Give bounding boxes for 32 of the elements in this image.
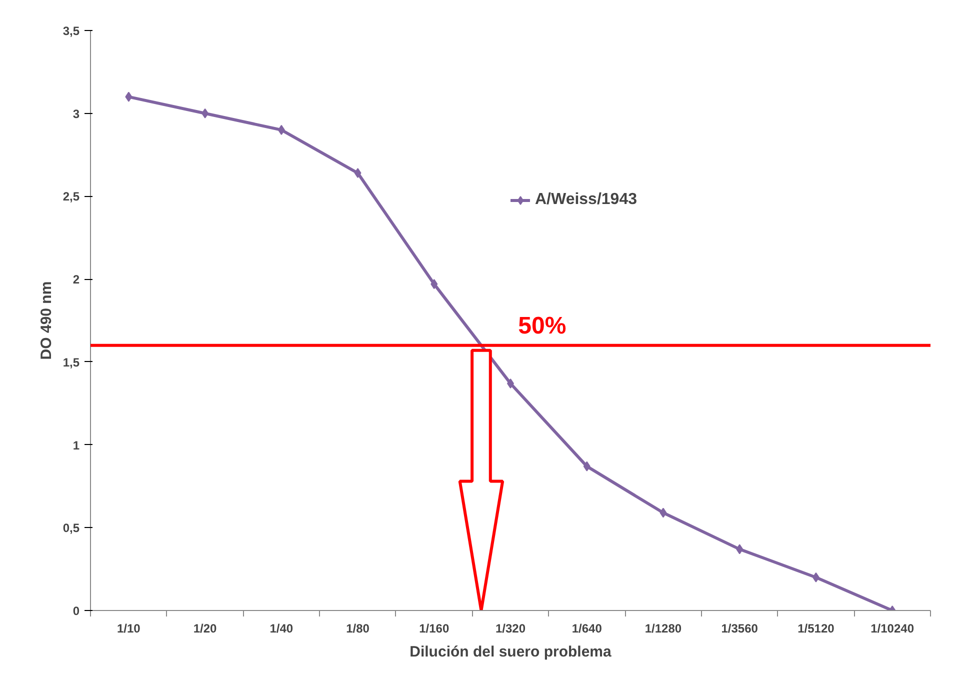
point bbox=[583, 461, 590, 472]
point bbox=[354, 168, 362, 178]
x-axis-title: Dilución del suero problema bbox=[410, 644, 612, 660]
point bbox=[202, 108, 209, 118]
point bbox=[278, 124, 285, 135]
y-axis-title: DO 490 nm bbox=[38, 281, 55, 360]
y-tick-label: 1,5 bbox=[62, 355, 80, 370]
y-tick-label: 2 bbox=[72, 272, 80, 287]
y-tick-label: 3 bbox=[72, 106, 80, 121]
y-tick-label: 0 bbox=[72, 604, 80, 618]
x-tick-label: 1/5120 bbox=[798, 622, 835, 636]
x-tick-label: 1/160 bbox=[419, 622, 450, 636]
x-tick-label: 1/640 bbox=[572, 622, 602, 636]
x-tick-label: 1/1280 bbox=[644, 622, 682, 636]
point bbox=[812, 572, 820, 582]
annotation: 50% bbox=[518, 312, 566, 340]
y-tick-label: 1 bbox=[72, 438, 80, 452]
point bbox=[430, 279, 438, 290]
x-tick-label: 1/320 bbox=[495, 622, 526, 636]
point bbox=[125, 92, 132, 102]
x-tick-label: 1/10240 bbox=[870, 622, 914, 636]
y-tick-label: 3,5 bbox=[62, 24, 80, 38]
x-tick-label: 1/20 bbox=[193, 622, 218, 636]
x-tick-label: 1/80 bbox=[346, 622, 370, 636]
y-tick-label: 2,5 bbox=[62, 190, 80, 204]
x-tick-label: 1/10 bbox=[117, 622, 141, 636]
point bbox=[736, 544, 744, 554]
point bbox=[660, 508, 667, 518]
y-tick-label: 0,5 bbox=[62, 521, 80, 536]
legend-label: A/Weiss/1943 bbox=[535, 191, 637, 209]
x-tick-label: 1/3560 bbox=[721, 622, 758, 636]
x-tick-label: 1/40 bbox=[270, 622, 294, 636]
